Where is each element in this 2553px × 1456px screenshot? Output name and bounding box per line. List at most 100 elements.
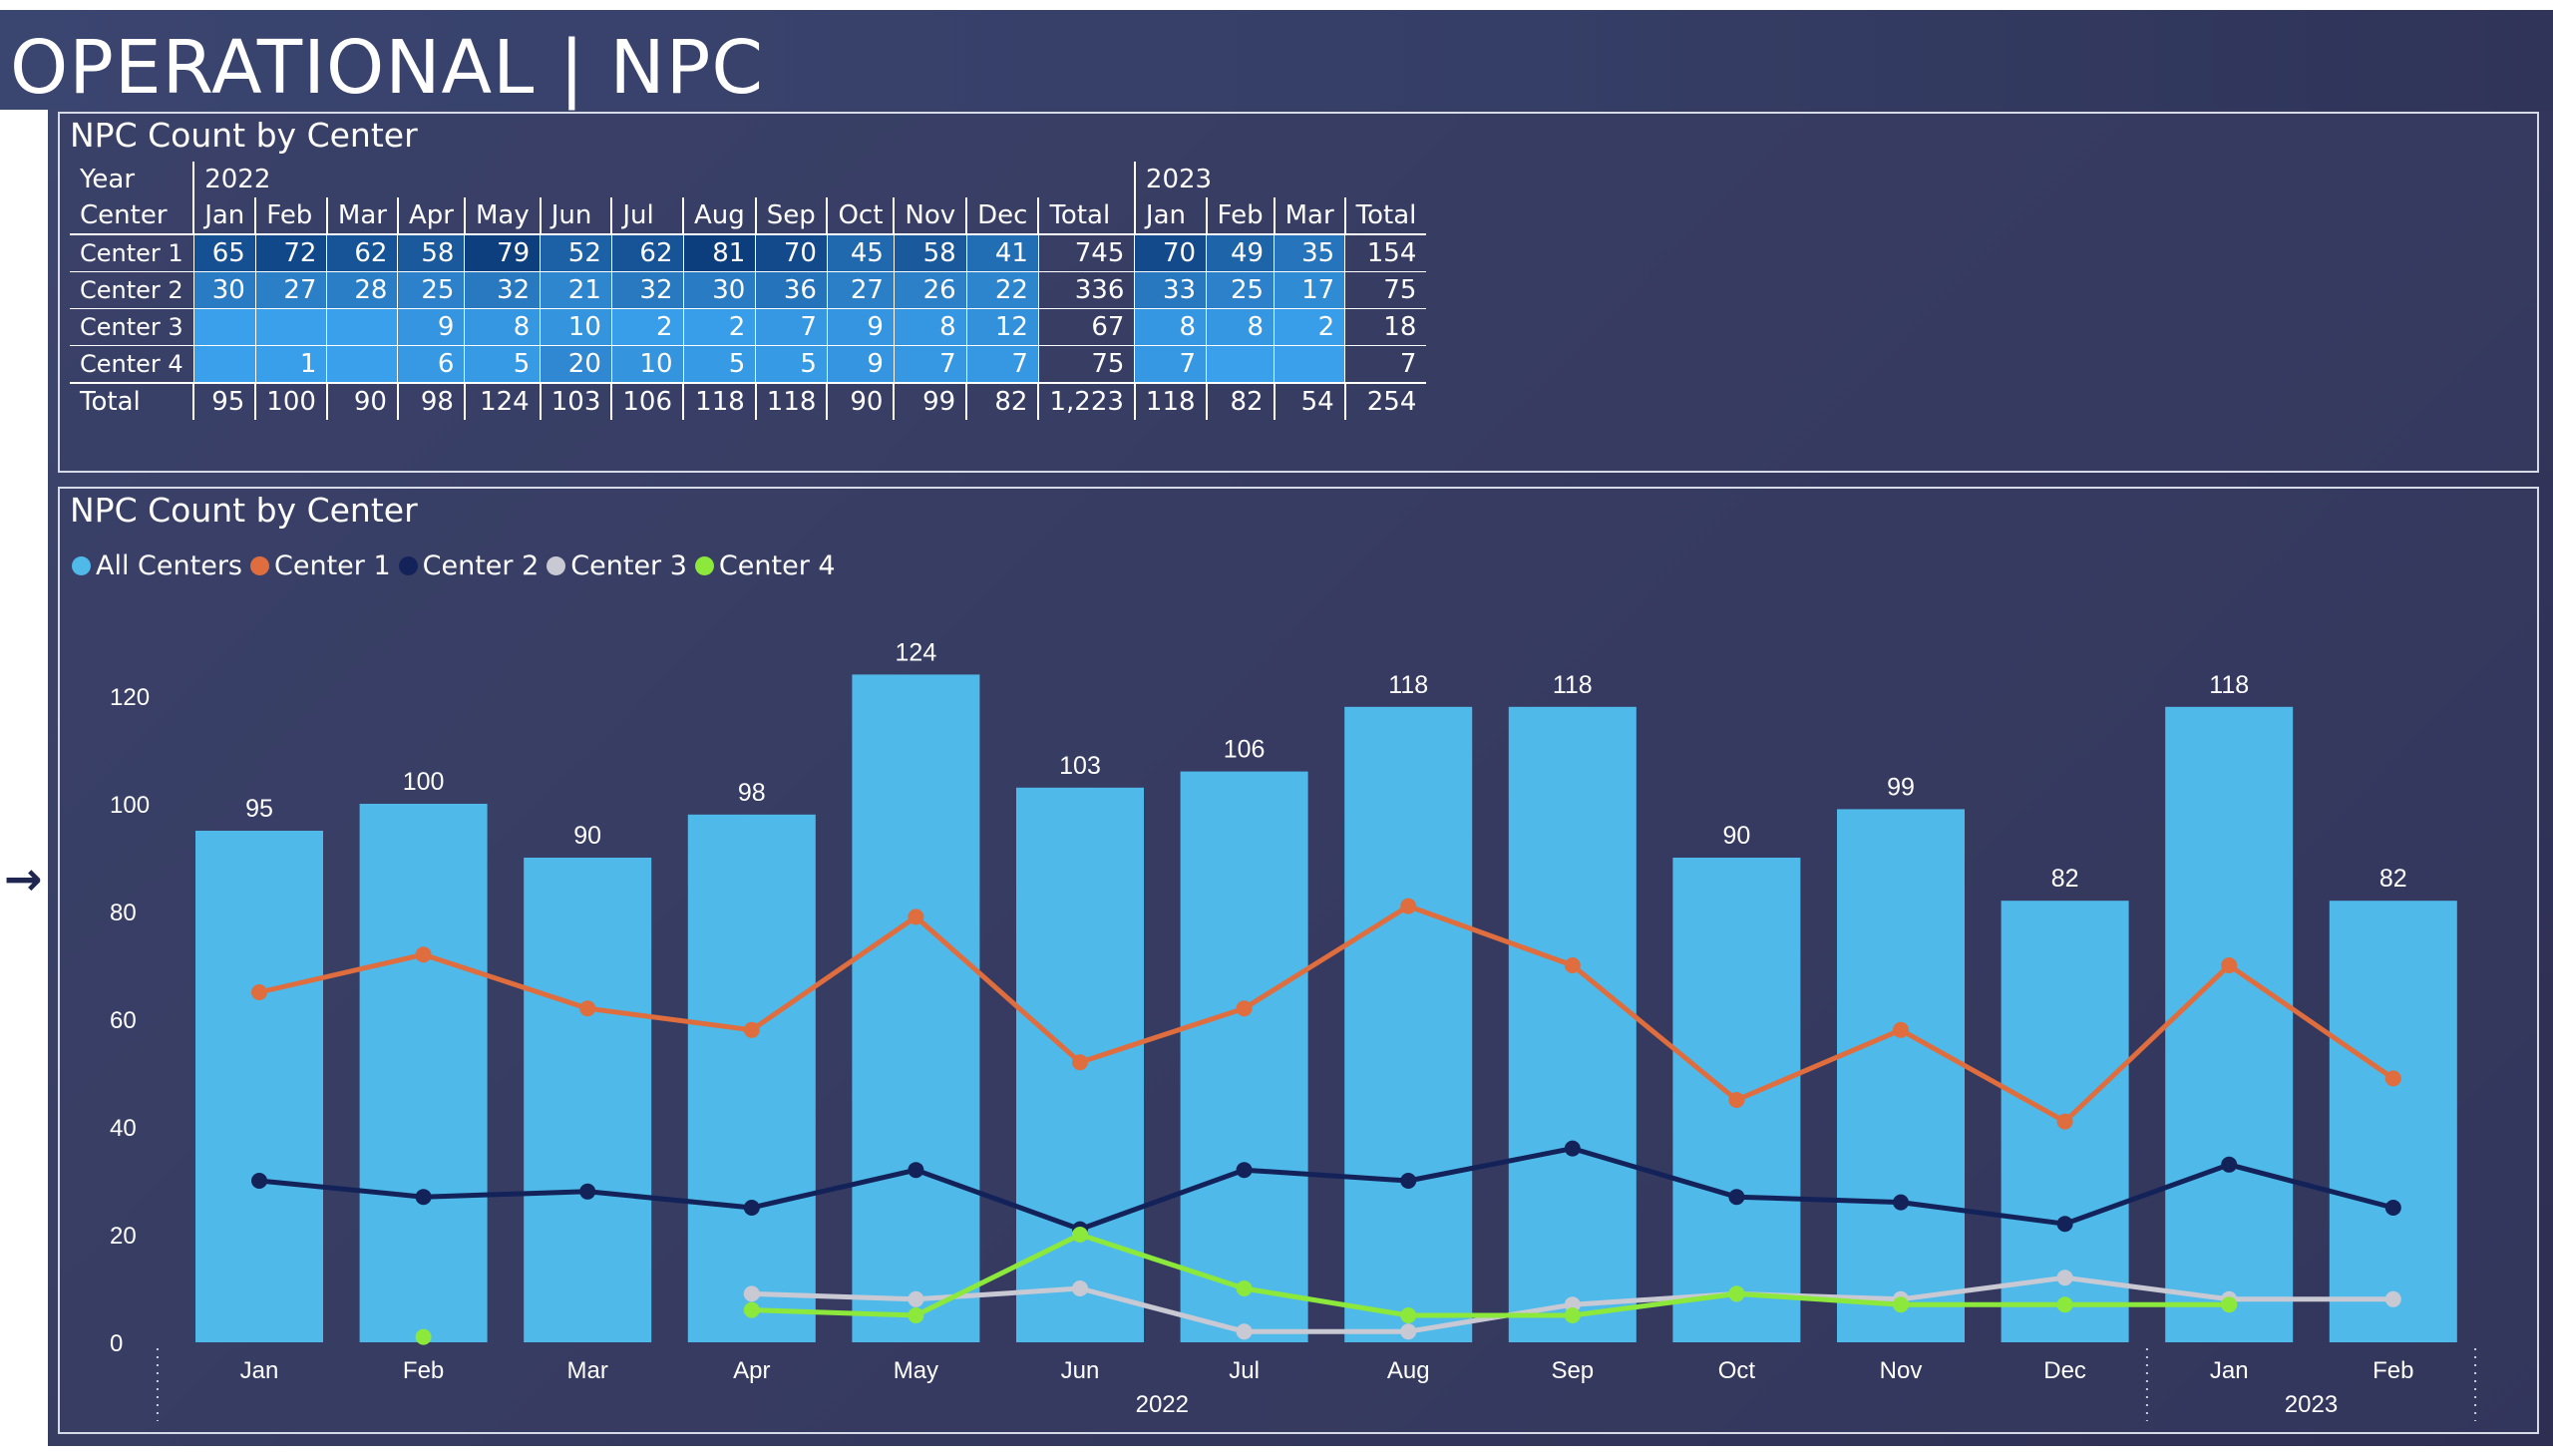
series-point[interactable] [1400,1173,1417,1189]
bar-data-label: 99 [1887,773,1915,801]
series-point[interactable] [743,1285,760,1302]
series-point[interactable] [908,1307,924,1323]
series-point[interactable] [251,1173,267,1189]
series-line [751,1232,2230,1318]
matrix-cell [254,308,327,346]
series-point[interactable] [2056,1113,2073,1130]
series-point[interactable] [908,1290,924,1307]
series-point[interactable] [743,1021,760,1038]
series-point[interactable] [1728,1092,1745,1108]
npc-chart-visual[interactable]: NPC Count by Center All Centers Center 1 C… [58,487,2539,1434]
series-point[interactable] [1564,1140,1581,1157]
legend-item[interactable]: Center 4 [694,550,836,581]
total-cell: 106 [610,382,684,420]
bar-all-centers[interactable] [1180,771,1308,1342]
series-point[interactable] [908,909,924,925]
npc-combo-chart[interactable]: 0 20 40 60 80 100 120 95 100 90 98 124 103 106 118 118 9… [60,489,2537,1432]
arrow-right-icon[interactable]: → [4,852,43,906]
series-point[interactable] [2056,1296,2073,1313]
matrix-cell: 41 [965,234,1039,272]
series-point[interactable] [1564,1307,1581,1323]
legend-item[interactable]: Center 1 [250,550,391,581]
legend-dot-icon [72,556,91,575]
matrix-cell: 27 [826,271,895,309]
series-point[interactable] [1072,1280,1088,1296]
bar-all-centers[interactable] [359,804,488,1342]
matrix-cell: 8 [1134,308,1207,346]
series-point[interactable] [1072,1054,1088,1071]
series-point[interactable] [1236,1000,1253,1017]
series-point[interactable] [1893,1021,1909,1038]
bar-all-centers[interactable] [2165,706,2294,1342]
npc-matrix-visual[interactable]: NPC Count by Center Year 2022 2023 Center Ja… [58,112,2539,473]
series-point[interactable] [2384,1070,2401,1087]
matrix-cell: 81 [682,234,756,272]
legend-item[interactable]: Center 3 [547,550,687,581]
matrix-cell: 30 [192,271,256,309]
series-point[interactable] [415,1328,432,1345]
bar-all-centers[interactable] [195,831,323,1342]
matrix-cell: 10 [610,345,684,384]
bar-data-label: 118 [2209,671,2249,699]
bar-all-centers[interactable] [1344,706,1473,1342]
series-point[interactable] [2221,1296,2238,1313]
table-row[interactable]: Center 4 1 6 5 20 10 5 5 9 7 7 75 7 7 [70,345,1427,384]
series-point[interactable] [579,1183,596,1200]
x-tick-label: Apr [733,1357,770,1384]
series-point[interactable] [1893,1194,1909,1211]
series-point[interactable] [2056,1270,2073,1286]
bar-all-centers[interactable] [852,674,980,1342]
month-header: May [463,197,541,235]
series-point[interactable] [1236,1162,1253,1179]
series-point[interactable] [2384,1200,2401,1216]
x-tick-label: Jan [2210,1357,2249,1384]
series-point[interactable] [1564,957,1581,973]
total-cell: 95 [192,382,256,420]
bar-all-centers[interactable] [1837,809,1965,1342]
series-point[interactable] [1400,1323,1417,1340]
legend-dot-icon [250,556,269,575]
series-point[interactable] [743,1301,760,1318]
total-cell: 82 [965,382,1039,420]
series-point[interactable] [251,984,267,1000]
series-point[interactable] [1893,1296,1909,1313]
matrix-cell: 25 [397,271,465,309]
series-point[interactable] [415,1189,432,1206]
bar-all-centers[interactable] [687,814,816,1342]
matrix-cell: 27 [254,271,327,309]
bar-all-centers[interactable] [524,858,652,1342]
bar-all-centers[interactable] [2329,901,2457,1342]
legend-label: All Centers [96,550,242,581]
series-point[interactable] [1400,1307,1417,1323]
npc-matrix-table[interactable]: Year 2022 2023 Center Jan Feb Mar Apr May Jun Jul A… [70,162,1427,420]
series-point[interactable] [1236,1280,1253,1296]
bar-all-centers[interactable] [1508,706,1637,1342]
series-point[interactable] [2221,1156,2238,1173]
row-total-2022: 75 [1037,345,1135,384]
matrix-cell: 62 [610,234,684,272]
series-point[interactable] [2056,1216,2073,1233]
series-point[interactable] [579,1000,596,1017]
series-point[interactable] [2221,957,2238,973]
series-point[interactable] [1728,1189,1745,1206]
series-point[interactable] [2384,1290,2401,1307]
bar-data-label: 118 [1388,671,1428,699]
month-header: Sep [754,197,828,235]
series-point[interactable] [743,1200,760,1216]
series-point[interactable] [908,1162,924,1179]
matrix-cell [326,308,398,346]
matrix-cell: 7 [755,308,828,346]
legend-item[interactable]: All Centers [72,550,242,581]
legend-item[interactable]: Center 2 [398,550,539,581]
series-point[interactable] [415,946,432,963]
series-point[interactable] [1400,898,1417,914]
series-point[interactable] [1728,1285,1745,1302]
series-point[interactable] [1236,1323,1253,1340]
table-row[interactable]: Center 1 65 72 62 58 79 52 62 81 70 45 58 41 745 70 49 3… [70,234,1427,272]
legend-label: Center 4 [718,550,836,581]
table-row[interactable]: Center 2 30 27 28 25 32 21 32 30 36 27 26 22 336 33 25 1… [70,271,1427,309]
matrix-cell: 1 [254,345,327,384]
series-point[interactable] [1072,1227,1088,1243]
month-header: Dec [965,197,1039,235]
table-row[interactable]: Center 3 9 8 10 2 2 7 9 8 12 67 8 8 2 18 [70,308,1427,346]
